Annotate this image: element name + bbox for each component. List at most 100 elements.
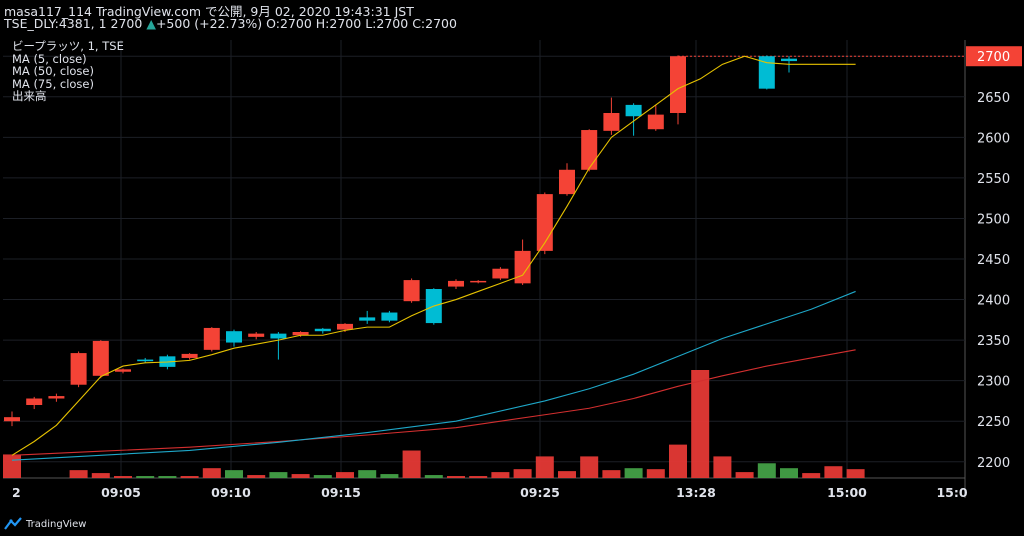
volume-bar: [202, 468, 221, 478]
volume-bar: [180, 476, 199, 478]
y-tick-label: 2650: [977, 91, 1010, 106]
close-label: C:: [412, 16, 426, 31]
volume-bar: [535, 456, 554, 478]
volume-bar: [624, 468, 643, 478]
volume-bar: [380, 474, 399, 478]
candle-body: [381, 312, 398, 321]
low-value: 2700: [376, 16, 409, 31]
y-tick-label: 2400: [977, 294, 1010, 309]
ma75-line: [11, 349, 856, 456]
candle-body: [647, 114, 664, 130]
tradingview-logo-icon: [4, 517, 22, 530]
candle-body: [470, 280, 487, 283]
volume-bar: [513, 469, 532, 478]
volume-bar: [358, 470, 377, 478]
y-tick-label: 2500: [977, 212, 1010, 227]
volume-bar: [646, 469, 665, 478]
volume-bar: [713, 456, 732, 478]
volume-bar: [269, 472, 288, 478]
legend-main-series[interactable]: ビープラッツ, 1, TSE: [12, 39, 124, 53]
volume-bar: [802, 473, 821, 478]
volume-bar: [402, 450, 421, 478]
candle-body: [514, 250, 531, 284]
volume-bar: [3, 454, 21, 478]
y-tick-label: 2350: [977, 334, 1010, 349]
volume-bar: [780, 468, 798, 478]
candle-body: [270, 333, 287, 339]
volume-bar: [824, 466, 843, 478]
volume-bar: [158, 476, 177, 478]
tradingview-footer: TradingView: [4, 515, 86, 533]
current-price-tag: [966, 46, 1022, 67]
volume-bar: [225, 470, 243, 478]
candle-body: [26, 398, 43, 405]
volume-bar: [424, 475, 443, 478]
change-up-arrow-icon: ▲: [146, 16, 156, 31]
candle-body: [70, 353, 87, 385]
low-label: L:: [365, 16, 377, 31]
candle-body: [670, 56, 686, 113]
candle-body: [226, 331, 242, 343]
x-tick-label: 09:10: [211, 485, 251, 500]
y-tick-label: 2600: [977, 131, 1010, 146]
candle-body: [248, 333, 265, 337]
volume-bar: [691, 370, 710, 478]
legend-ma5[interactable]: MA (5, close): [12, 51, 87, 66]
candle-body: [448, 280, 464, 287]
ma50-line: [11, 290, 856, 461]
legend-ma75[interactable]: MA (75, close): [12, 76, 94, 91]
candle-body: [4, 417, 20, 422]
candle-body: [781, 58, 797, 62]
y-tick-label: 2200: [977, 456, 1010, 471]
open-label: O:: [266, 16, 280, 31]
x-tick-label: 09:25: [520, 485, 560, 500]
chart-publish-header: masa117_114 TradingView.com で公開, 9月 02, …: [4, 4, 414, 19]
candle-body: [203, 327, 220, 350]
volume-bar: [336, 472, 354, 478]
volume-bar: [114, 476, 132, 478]
indicator-legend: ビープラッツ, 1, TSE MA (5, close) MA (50, clo…: [12, 40, 124, 103]
high-label: H:: [315, 16, 330, 31]
volume-bar: [91, 473, 110, 478]
volume-bar: [469, 476, 488, 478]
y-tick-label: 2300: [977, 375, 1010, 390]
candle-body: [403, 280, 420, 302]
candle-body: [492, 268, 509, 279]
candle-body: [581, 130, 598, 170]
high-value: 2700: [329, 16, 362, 31]
open-value: 2700: [279, 16, 312, 31]
last-price: 2700: [110, 16, 143, 31]
volume-bar: [602, 470, 621, 478]
x-tick-label: 13:28: [676, 485, 716, 500]
candle-body: [115, 369, 131, 372]
candle-body: [48, 396, 65, 399]
symbol-label: TSE_DLY:4381, 1: [4, 16, 107, 31]
y-tick-label: 2250: [977, 415, 1010, 430]
candle-body: [625, 104, 642, 117]
volume-bar: [291, 474, 310, 478]
ma5-line: [11, 55, 856, 456]
footer-brand: TradingView: [26, 518, 87, 530]
volume-bar: [247, 475, 266, 478]
candle-body: [359, 317, 376, 321]
candle-body: [758, 56, 775, 89]
candle-body: [314, 328, 331, 332]
volume-bar: [491, 472, 510, 478]
y-tick-label: 2550: [977, 172, 1010, 187]
volume-bar: [136, 476, 155, 478]
volume-bar: [313, 475, 332, 478]
x-tick-label: 15:00: [827, 485, 867, 500]
candle-body: [92, 340, 109, 376]
volume-bar: [757, 463, 776, 478]
legend-ma50[interactable]: MA (50, close): [12, 64, 94, 78]
x-tick-label: 2: [12, 485, 21, 500]
legend-volume[interactable]: 出来高: [12, 89, 47, 103]
current-price-label: 2700: [977, 50, 1010, 65]
candle-body: [559, 169, 575, 195]
volume-bar: [580, 456, 599, 478]
volume-bar: [669, 444, 687, 478]
y-tick-label: 2450: [977, 253, 1010, 268]
x-tick-label: 09:15: [321, 485, 361, 500]
volume-bar: [447, 476, 465, 478]
